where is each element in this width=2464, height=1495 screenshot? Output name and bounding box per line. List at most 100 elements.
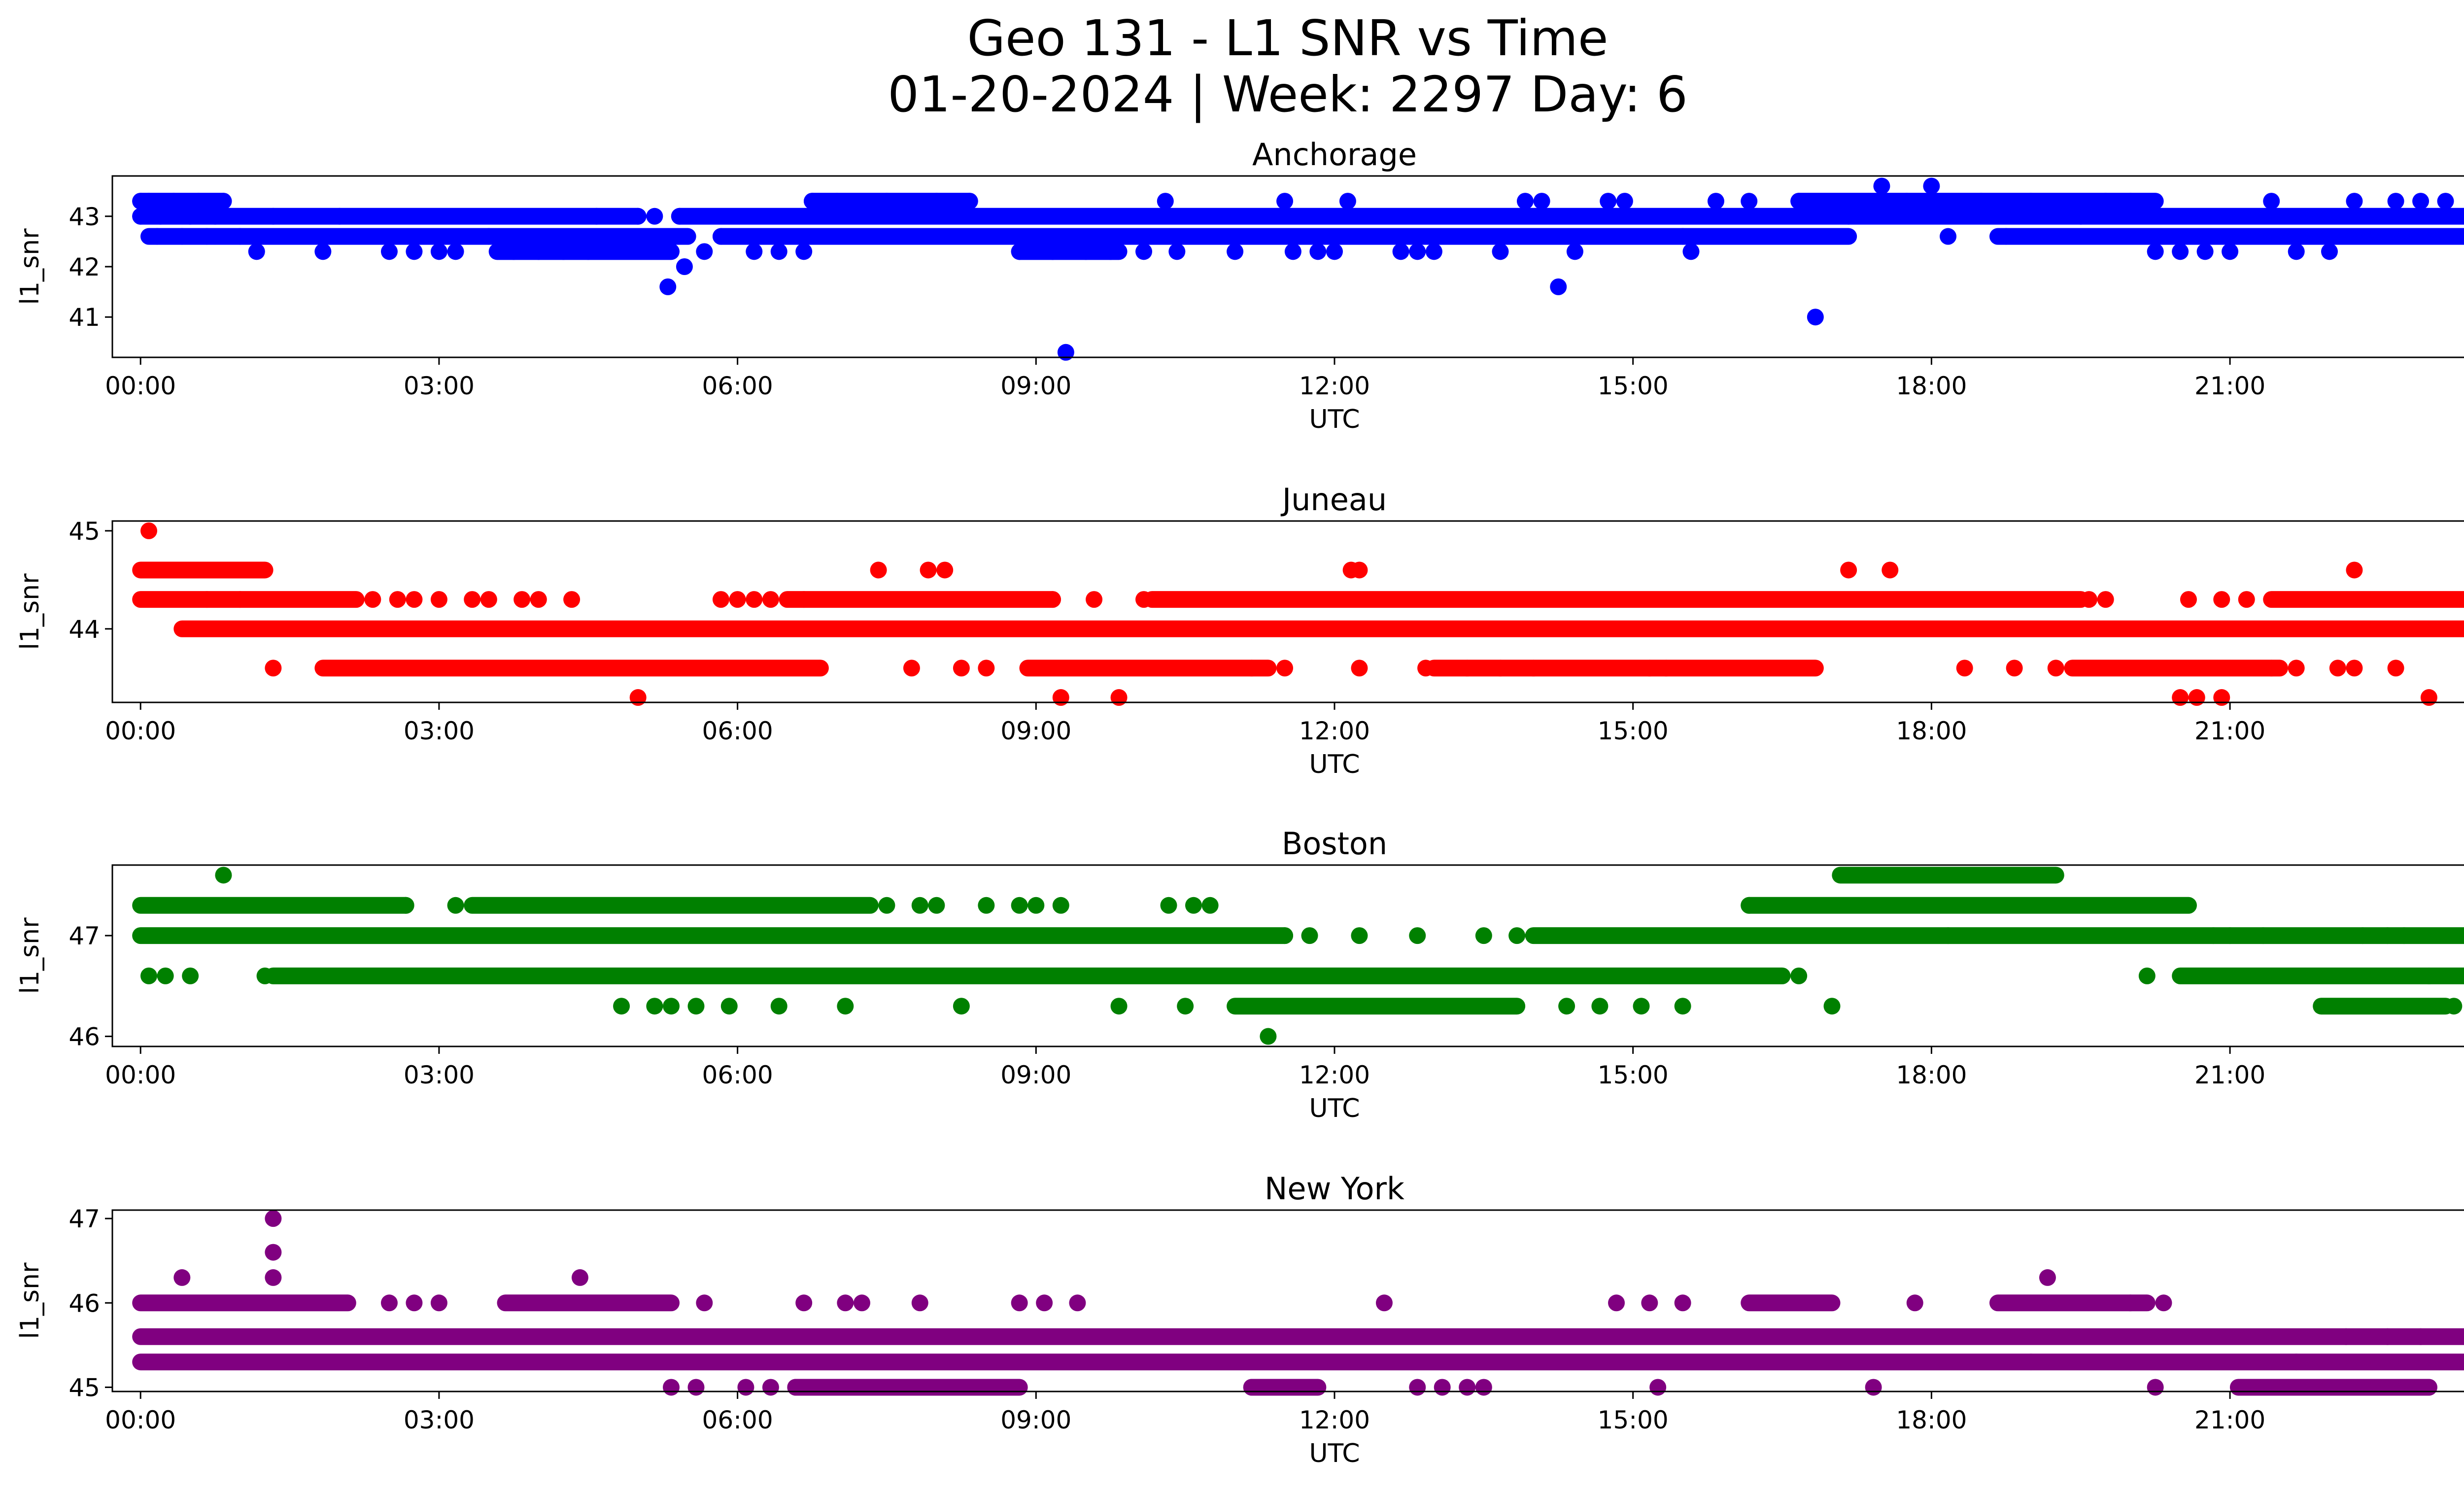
data-point-4: [2420, 1379, 2437, 1396]
data-point-3: [1508, 927, 1526, 944]
point-band-1: [1989, 228, 2464, 245]
data-point-2: [513, 591, 531, 608]
data-point-1: [659, 278, 677, 295]
data-point-2: [265, 660, 282, 677]
data-point-2: [1243, 660, 1260, 677]
data-point-4: [571, 1269, 588, 1286]
data-point-1: [165, 193, 182, 210]
data-point-2: [903, 660, 920, 677]
data-point-1: [480, 228, 497, 245]
data-point-1: [530, 243, 547, 260]
point-band-3: [2172, 967, 2464, 984]
data-point-3: [1823, 998, 1841, 1015]
point-band-3: [2313, 998, 2454, 1015]
data-point-4: [1036, 1294, 1053, 1312]
data-point-1: [1674, 228, 1691, 245]
data-point-2: [870, 561, 887, 579]
data-point-1: [676, 258, 693, 275]
data-point-2: [2420, 689, 2437, 706]
x-tick-label-3: 21:00: [2194, 1061, 2265, 1089]
data-point-4: [1649, 1379, 1667, 1396]
data-point-3: [1674, 998, 1691, 1015]
data-point-1: [1284, 243, 1301, 260]
data-point-1: [1102, 243, 1119, 260]
data-point-3: [911, 897, 928, 914]
data-point-1: [1997, 228, 2015, 245]
y-axis-label-4: l1_snr: [15, 1262, 45, 1339]
data-point-4: [265, 1210, 282, 1227]
data-point-4: [265, 1244, 282, 1261]
data-point-1: [1516, 193, 1534, 210]
data-point-1: [2147, 243, 2164, 260]
point-band-2: [132, 561, 274, 579]
data-point-2: [2213, 591, 2230, 608]
data-point-3: [1940, 927, 1957, 944]
y-tick-label-1: 42: [68, 253, 100, 281]
data-point-1: [2196, 243, 2214, 260]
data-point-4: [1459, 1379, 1476, 1396]
x-tick-label-2: 21:00: [2194, 717, 2265, 745]
data-point-4: [928, 1379, 945, 1396]
data-point-3: [1558, 998, 1575, 1015]
data-point-4: [2039, 1269, 2056, 1286]
point-band-4: [132, 1328, 2464, 1345]
data-point-2: [1351, 561, 1368, 579]
subplot-title-2: Juneau: [1280, 482, 1387, 518]
data-point-2: [920, 561, 937, 579]
data-point-1: [1873, 177, 1890, 195]
data-point-1: [629, 208, 647, 225]
data-point-1: [1276, 193, 1294, 210]
subplot-title-1: Anchorage: [1252, 137, 1417, 173]
point-band-3: [132, 897, 414, 914]
y-tick-label-2: 44: [68, 615, 100, 644]
data-point-1: [314, 243, 332, 260]
data-point-1: [928, 193, 945, 210]
data-point-2: [364, 591, 381, 608]
data-point-2: [406, 591, 423, 608]
x-axis-label-4: UTC: [1309, 1439, 1360, 1468]
data-point-3: [182, 967, 199, 984]
data-point-4: [1674, 1294, 1691, 1312]
data-point-2: [712, 591, 729, 608]
subplot-4: New York 00:00 03:00 06:00 09:00 12:00 15:00 18…: [15, 1171, 2464, 1468]
data-point-2: [1525, 660, 1542, 677]
data-point-1: [1923, 177, 1940, 195]
point-band-2: [314, 660, 829, 677]
point-band-4: [132, 1294, 356, 1312]
point-band-4: [1989, 1294, 2156, 1312]
data-point-4: [911, 1294, 928, 1312]
data-point-1: [2387, 193, 2404, 210]
point-band-3: [265, 967, 1791, 984]
data-point-2: [2213, 689, 2230, 706]
data-point-3: [837, 998, 854, 1015]
x-tick-label-3: 18:00: [1896, 1061, 1967, 1089]
x-tick-label-3: 00:00: [105, 1061, 176, 1089]
point-band-2: [173, 620, 2464, 637]
x-tick-label-4: 21:00: [2194, 1406, 2265, 1434]
data-point-1: [1425, 243, 1442, 260]
data-point-2: [629, 689, 647, 706]
x-tick-label-1: 21:00: [2194, 372, 2265, 400]
data-point-3: [447, 897, 464, 914]
data-point-2: [2047, 660, 2064, 677]
data-point-3: [1260, 1028, 1277, 1045]
data-point-4: [2412, 1328, 2430, 1345]
data-point-3: [215, 867, 232, 884]
data-point-3: [1351, 927, 1368, 944]
data-point-1: [2288, 243, 2305, 260]
data-point-4: [696, 1294, 713, 1312]
subplot-2: Juneau 00:00 03:00 06:00 09:00 12:00 15:00 18:0…: [15, 482, 2464, 779]
data-point-2: [1044, 591, 1061, 608]
data-point-4: [853, 1294, 870, 1312]
x-tick-label-1: 00:00: [105, 372, 176, 400]
x-tick-label-3: 09:00: [1000, 1061, 1071, 1089]
data-point-3: [1741, 897, 1758, 914]
x-tick-label-1: 12:00: [1299, 372, 1370, 400]
data-point-1: [555, 243, 572, 260]
data-point-3: [1052, 897, 1069, 914]
point-band-2: [1143, 591, 2089, 608]
data-point-2: [936, 561, 954, 579]
x-tick-label-4: 18:00: [1896, 1406, 1967, 1434]
data-point-2: [480, 591, 497, 608]
